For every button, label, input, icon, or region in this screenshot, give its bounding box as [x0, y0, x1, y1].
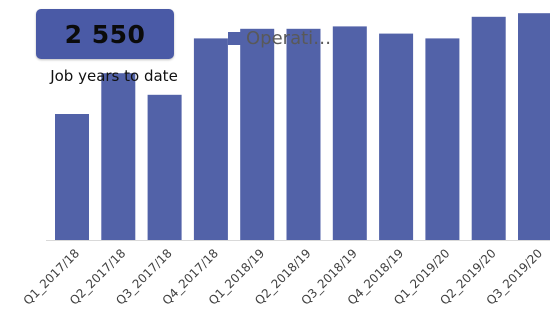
- kpi-card: 2 550: [36, 9, 174, 59]
- bar-Q1_2018/19: [240, 28, 275, 240]
- bar-Q3_2019/20: [518, 13, 550, 241]
- bars-layer: [55, 13, 550, 241]
- bar-Q4_2018/19: [379, 33, 414, 240]
- bar-Q2_2017/18: [101, 73, 136, 240]
- kpi-value: 2 550: [64, 19, 146, 49]
- bar-Q4_2017/18: [193, 38, 228, 241]
- bar-Q1_2019/20: [425, 38, 460, 241]
- bar-Q2_2018/19: [286, 28, 321, 240]
- bar-Q3_2018/19: [332, 26, 367, 241]
- bar-Q2_2019/20: [471, 16, 506, 240]
- bar-Q3_2017/18: [147, 94, 182, 240]
- kpi-caption: Job years to date: [50, 67, 178, 85]
- legend-label: Operati…: [246, 27, 332, 49]
- x-tick-labels: Q1_2017/18Q2_2017/18Q3_2017/18Q4_2017/18…: [21, 246, 545, 307]
- legend-swatch: [228, 31, 241, 45]
- bar-Q1_2017/18: [55, 114, 89, 240]
- chart-legend: Operati…: [228, 26, 331, 50]
